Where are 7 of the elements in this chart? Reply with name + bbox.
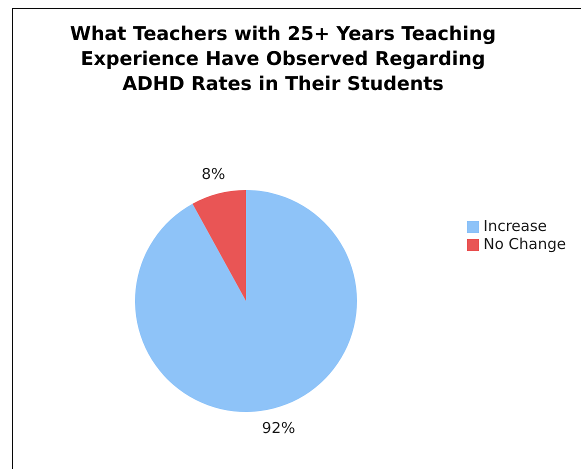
data-label: 92% [262,418,296,437]
pie-slice [192,190,246,301]
chart-title: What Teachers with 25+ Years Teaching Experience Have Observed Regarding ADHD Rates in Their Students [69,22,497,97]
pie-slice [135,190,357,412]
data-label: 8% [202,165,226,184]
legend-label: No Change [483,235,566,253]
legend-label: Increase [483,217,547,235]
